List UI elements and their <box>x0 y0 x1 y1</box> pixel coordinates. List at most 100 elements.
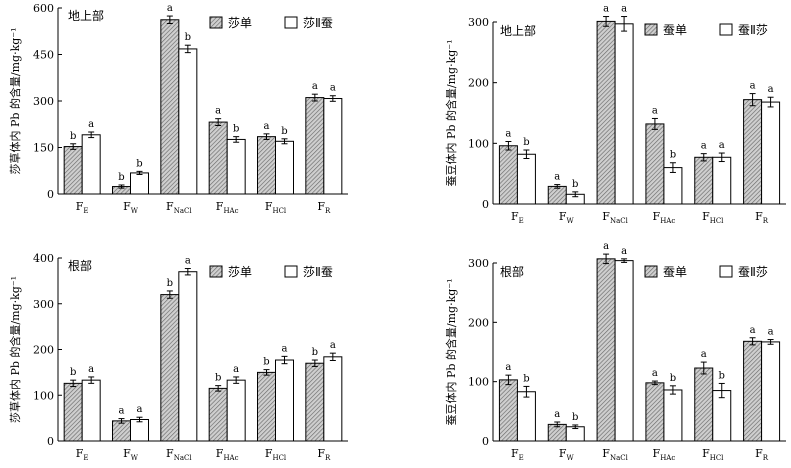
y-tick-label: 200 <box>468 316 489 329</box>
significance-letter: b <box>312 347 318 358</box>
x-tick-label: FHCl <box>265 447 287 462</box>
bar <box>130 172 149 195</box>
bar <box>226 138 246 195</box>
y-tick-label: 100 <box>468 376 489 389</box>
y-tick-label: 0 <box>47 188 54 201</box>
x-tick-label: FW <box>559 447 575 462</box>
bar <box>516 391 536 442</box>
bar <box>305 362 325 442</box>
y-tick-label: 0 <box>482 198 489 211</box>
y-tick-label: 300 <box>33 298 54 311</box>
significance-letter: b <box>572 179 578 190</box>
legend-label: 莎Ⅱ蚕 <box>303 16 333 30</box>
y-axis-label: 莎草体内 Pb 的含量/mg·kg⁻¹ <box>8 27 22 174</box>
significance-letter: b <box>70 131 76 142</box>
bar <box>743 99 763 205</box>
significance-letter: a <box>621 4 627 15</box>
panel-title: 地上部 <box>68 8 104 23</box>
significance-letter: a <box>750 325 756 336</box>
bar <box>63 382 83 442</box>
y-tick-label: 0 <box>482 435 489 448</box>
significance-letter: a <box>119 406 125 417</box>
significance-letter: a <box>505 129 511 140</box>
legend-label: 蚕Ⅱ莎 <box>738 23 768 37</box>
bar <box>743 340 763 442</box>
bar <box>226 379 246 442</box>
legend-label: 莎单 <box>228 265 252 279</box>
significance-letter: a <box>554 172 560 183</box>
x-tick-label: FHAc <box>653 447 676 462</box>
legend-label: 蚕单 <box>663 23 687 37</box>
bar <box>761 341 781 442</box>
bar <box>596 258 616 442</box>
significance-letter: a <box>652 105 658 116</box>
bar <box>498 145 518 205</box>
y-tick-label: 600 <box>33 2 54 15</box>
significance-letter: b <box>523 137 529 148</box>
x-tick-label: FE <box>511 447 524 462</box>
bar <box>761 101 781 205</box>
x-tick-label: FNaCl <box>602 210 628 225</box>
significance-letter: a <box>215 106 221 117</box>
significance-letter: a <box>652 368 658 379</box>
y-axis-label: 蚕豆体内 Pb 的含量/mg·kg⁻¹ <box>444 39 458 186</box>
significance-letter: b <box>215 373 221 384</box>
x-tick-label: FHCl <box>702 210 724 225</box>
significance-letter: a <box>505 362 511 373</box>
significance-letter: a <box>312 81 318 92</box>
significance-letter: a <box>185 256 191 267</box>
y-axis-label: 蚕豆体内 Pb 的含量/mg·kg⁻¹ <box>444 278 458 425</box>
bar <box>614 23 634 205</box>
bar <box>596 20 616 205</box>
significance-letter: a <box>167 3 173 14</box>
panel-title: 根部 <box>68 258 92 273</box>
bar <box>645 382 665 442</box>
y-tick-label: 300 <box>33 95 54 108</box>
significance-letter: a <box>750 81 756 92</box>
bar <box>178 48 198 195</box>
significance-letter: b <box>670 373 676 384</box>
significance-letter: a <box>768 327 774 338</box>
significance-letter: b <box>281 126 287 137</box>
x-tick-label: FNaCl <box>602 447 628 462</box>
bar <box>694 367 714 442</box>
x-tick-label: FHAc <box>216 200 239 215</box>
significance-letter: b <box>670 150 676 161</box>
significance-letter: a <box>264 121 270 132</box>
panel-title: 地上部 <box>500 23 536 38</box>
bar <box>323 98 343 195</box>
significance-letter: a <box>603 241 609 252</box>
bar <box>112 420 131 442</box>
bar <box>712 156 732 205</box>
x-tick-label: FHCl <box>702 447 724 462</box>
bar <box>645 123 665 205</box>
significance-letter: a <box>137 404 143 415</box>
significance-letter: b <box>263 357 269 368</box>
significance-letter: a <box>88 364 94 375</box>
legend-label: 蚕Ⅱ莎 <box>738 265 768 279</box>
bar <box>663 389 683 442</box>
panel-title: 根部 <box>500 264 524 279</box>
significance-letter: a <box>621 246 627 257</box>
y-tick-label: 100 <box>33 389 54 402</box>
bar <box>323 356 343 442</box>
x-tick-label: FW <box>123 447 139 462</box>
significance-letter: a <box>282 343 288 354</box>
y-tick-label: 0 <box>47 435 54 448</box>
significance-letter: b <box>523 373 529 384</box>
significance-letter: a <box>719 140 725 151</box>
x-tick-label: FE <box>511 210 524 225</box>
significance-letter: a <box>330 340 336 351</box>
y-tick-label: 300 <box>468 257 489 270</box>
y-tick-label: 200 <box>468 77 489 90</box>
significance-letter: b <box>185 32 191 43</box>
x-tick-label: FHAc <box>653 210 676 225</box>
legend-swatch <box>284 265 298 278</box>
significance-letter: b <box>233 124 239 135</box>
y-axis-label: 莎草体内 Pb 的含量/mg·kg⁻¹ <box>8 276 22 423</box>
bar <box>498 379 518 442</box>
significance-letter: a <box>554 409 560 420</box>
x-tick-label: FNaCl <box>166 200 192 215</box>
